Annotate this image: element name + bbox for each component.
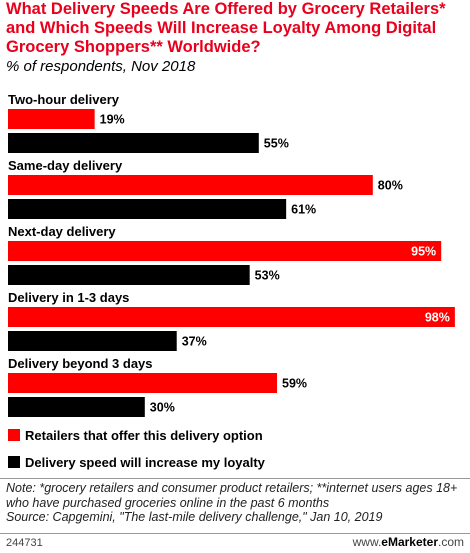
bar-loyalty-two-hour-delivery xyxy=(8,133,259,153)
chart-title: What Delivery Speeds Are Offered by Groc… xyxy=(6,0,446,56)
bar-retailers-delivery-in-1-3-days xyxy=(8,307,455,327)
footer-divider xyxy=(0,533,470,534)
legend-item-loyalty: Delivery speed will increase my loyalty xyxy=(8,455,265,470)
value-label-retailers-same-day-delivery: 80% xyxy=(378,179,403,193)
value-label-loyalty-delivery-beyond-3-days: 30% xyxy=(150,401,175,415)
note-divider xyxy=(0,478,470,479)
note-text: Note: *grocery retailers and consumer pr… xyxy=(6,481,458,510)
category-label-same-day-delivery: Same-day delivery xyxy=(8,158,123,173)
brand-name: eMarketer xyxy=(381,535,438,549)
value-label-loyalty-two-hour-delivery: 55% xyxy=(264,137,289,151)
value-label-loyalty-same-day-delivery: 61% xyxy=(291,203,316,217)
chart-subtitle: % of respondents, Nov 2018 xyxy=(6,58,196,75)
category-label-delivery-in-1-3-days: Delivery in 1-3 days xyxy=(8,290,129,305)
bar-chart: Two-hour delivery 19% 55% Same-day delivery… xyxy=(8,92,455,417)
legend-item-retailers: Retailers that offer this delivery optio… xyxy=(8,428,263,443)
bar-loyalty-delivery-in-1-3-days xyxy=(8,331,177,351)
legend-swatch-retailers xyxy=(8,429,20,441)
bar-retailers-two-hour-delivery xyxy=(8,109,95,129)
value-label-retailers-next-day-delivery: 95% xyxy=(411,245,436,259)
category-label-next-day-delivery: Next-day delivery xyxy=(8,224,116,239)
value-label-loyalty-next-day-delivery: 53% xyxy=(255,269,280,283)
legend-label-retailers: Retailers that offer this delivery optio… xyxy=(25,428,263,443)
source-text: Source: Capgemini, "The last-mile delive… xyxy=(6,510,383,524)
bar-loyalty-same-day-delivery xyxy=(8,199,287,219)
legend-label-loyalty: Delivery speed will increase my loyalty xyxy=(25,455,265,470)
chart-id: 244731 xyxy=(6,537,43,549)
value-label-retailers-delivery-in-1-3-days: 98% xyxy=(425,311,450,325)
brand-link[interactable]: www.eMarketer.com xyxy=(353,535,464,549)
value-label-loyalty-delivery-in-1-3-days: 37% xyxy=(182,335,207,349)
value-label-retailers-delivery-beyond-3-days: 59% xyxy=(282,377,307,391)
category-label-two-hour-delivery: Two-hour delivery xyxy=(8,92,120,107)
legend-swatch-loyalty xyxy=(8,456,20,468)
bar-loyalty-delivery-beyond-3-days xyxy=(8,397,145,417)
bar-loyalty-next-day-delivery xyxy=(8,265,250,285)
footnote: Note: *grocery retailers and consumer pr… xyxy=(6,481,468,525)
bar-retailers-same-day-delivery xyxy=(8,175,373,195)
value-label-retailers-two-hour-delivery: 19% xyxy=(100,113,125,127)
brand-prefix: www. xyxy=(352,535,382,549)
brand-suffix: .com xyxy=(437,535,464,549)
bar-retailers-delivery-beyond-3-days xyxy=(8,373,278,393)
category-label-delivery-beyond-3-days: Delivery beyond 3 days xyxy=(8,356,153,371)
bar-retailers-next-day-delivery xyxy=(8,241,442,261)
